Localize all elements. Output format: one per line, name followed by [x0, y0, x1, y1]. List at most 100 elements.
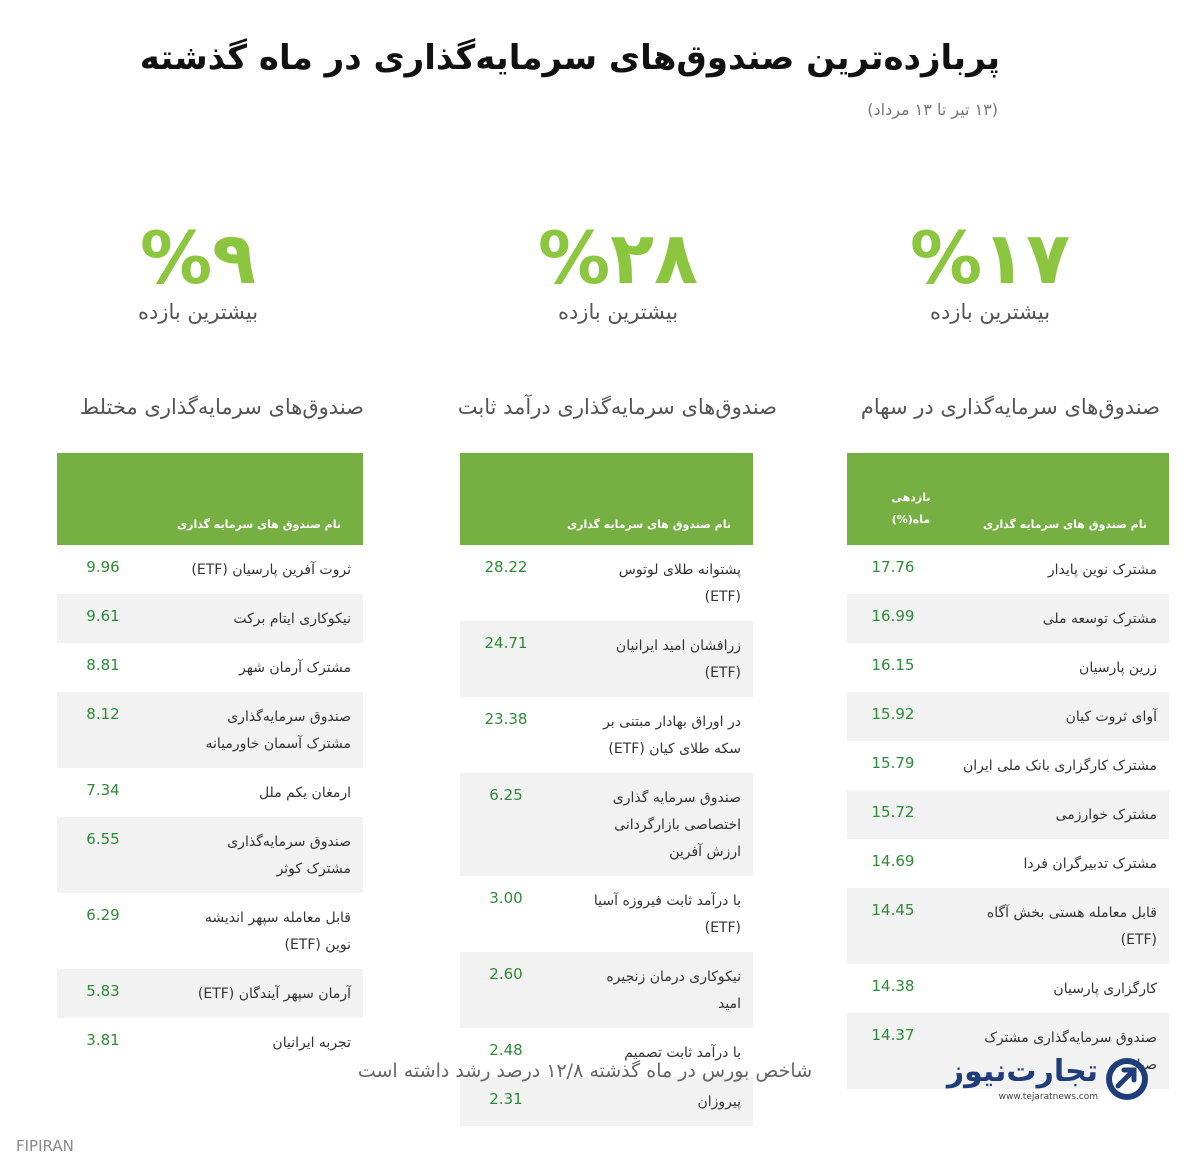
fund-return: 14.37 — [871, 1026, 915, 1044]
stat-label: بیشترین بازده — [557, 300, 679, 324]
fund-name: مشترک توسعه ملی — [1042, 611, 1157, 627]
table-row: آرمان سپهر آیندگان (ETF) 5.83 — [57, 969, 363, 1018]
table-row: پیروزان 2.31 — [460, 1077, 753, 1126]
fund-return: 7.34 — [86, 781, 120, 799]
fund-return: 9.61 — [86, 607, 120, 625]
fund-name: در اوراق بهادار مبتنی بر سکه طلای کیان (… — [603, 714, 741, 757]
table-row: نیکوکاری ایتام برکت 9.61 — [57, 594, 363, 643]
table-body: پشتوانه طلای لوتوس (ETF) 28.22 زرافشان ام… — [460, 545, 753, 1126]
table-row: مشترک توسعه ملی 16.99 — [847, 594, 1169, 643]
fund-return: 9.96 — [86, 558, 120, 576]
table-header: نام صندوق های سرمایه گذاری — [57, 453, 363, 545]
fund-name: قابل معامله سپهر اندیشه نوین (ETF) — [204, 910, 351, 953]
table-row: مشترک کارگزاری بانک ملی ایران 15.79 — [847, 741, 1169, 790]
fund-name: زرین پارسیان — [1079, 660, 1157, 676]
table-body: مشترک نوین پایدار 17.76 مشترک توسعه ملی 16… — [847, 545, 1169, 1089]
table-row: قابل معامله سپهر اندیشه نوین (ETF) 6.29 — [57, 893, 363, 969]
stat-label: بیشترین بازده — [137, 300, 259, 324]
table-header: نام صندوق های سرمایه گذاری بازدهی ماه(%) — [847, 453, 1169, 545]
fund-name: صندوق سرمایه‌گذاری مشترک آسمان خاورمیانه — [205, 709, 351, 752]
logo-arrow-icon — [1104, 1056, 1150, 1106]
fund-name: تجربه ایرانیان — [272, 1035, 351, 1051]
logo-text: تجارت‌نیوز — [946, 1054, 1098, 1089]
table-row: صندوق سرمایه‌گذاری مشترک صبا 14.37 — [847, 1013, 1169, 1089]
fund-name: زرافشان امید ایرانیان (ETF) — [615, 638, 741, 681]
fund-name: صندوق سرمایه گذاری اختصاصی بازارگردانی ا… — [612, 790, 741, 860]
index-growth-note: شاخص بورس در ماه گذشته ۱۲/۸ درصد رشد داش… — [357, 1060, 813, 1082]
fund-name: نیکوکاری درمان زنجیره امید — [606, 969, 741, 1012]
fund-return: 14.69 — [871, 852, 915, 870]
fund-return: 16.99 — [871, 607, 915, 625]
fund-name: کارگزاری پارسیان — [1053, 981, 1157, 997]
table-row: صندوق سرمایه‌گذاری مشترک آسمان خاورمیانه… — [57, 692, 363, 768]
fund-name: مشترک تدبیرگران فردا — [1023, 856, 1157, 872]
table-row: ثروت آفرین پارسیان (ETF) 9.96 — [57, 545, 363, 594]
table-row: با درآمد ثابت تصمیم 2.48 — [460, 1028, 753, 1077]
fund-return: 15.72 — [871, 803, 915, 821]
table-row: کارگزاری پارسیان 14.38 — [847, 964, 1169, 1013]
fund-return: 17.76 — [871, 558, 915, 576]
source-label: FIPIRAN — [16, 1137, 74, 1155]
fund-name: صندوق سرمایه‌گذاری مشترک کوثر — [227, 834, 351, 877]
table-row: زرافشان امید ایرانیان (ETF) 24.71 — [460, 621, 753, 697]
table-row: در اوراق بهادار مبتنی بر سکه طلای کیان (… — [460, 697, 753, 773]
table-row: مشترک تدبیرگران فردا 14.69 — [847, 839, 1169, 888]
fund-return: 5.83 — [86, 982, 120, 1000]
header-fund-name: نام صندوق های سرمایه گذاری — [567, 518, 731, 531]
fund-return: 3.81 — [86, 1031, 120, 1049]
table-row: زرین پارسیان 16.15 — [847, 643, 1169, 692]
table-row: مشترک نوین پایدار 17.76 — [847, 545, 1169, 594]
fund-return: 2.60 — [489, 965, 523, 983]
tejaratnews-logo: تجارت‌نیوز www.tejaratnews.com — [947, 1050, 1154, 1110]
fund-return: 15.92 — [871, 705, 915, 723]
fund-return: 28.22 — [484, 558, 528, 576]
fund-return: 8.12 — [86, 705, 120, 723]
fund-name: آرمان سپهر آیندگان (ETF) — [197, 986, 351, 1002]
fund-return: 6.55 — [86, 830, 120, 848]
mixed-funds-title: صندوق‌های سرمایه‌گذاری مختلط — [79, 395, 364, 419]
table-row: صندوق سرمایه‌گذاری مشترک کوثر 6.55 — [57, 817, 363, 893]
fund-return: 6.25 — [489, 786, 523, 804]
stock-funds-table: نام صندوق های سرمایه گذاری بازدهی ماه(%)… — [847, 453, 1169, 1089]
stat-fixed-income-funds: %۲۸ بیشترین بازده — [468, 218, 768, 324]
fund-name: مشترک کارگزاری بانک ملی ایران — [962, 758, 1157, 774]
fund-name: مشترک نوین پایدار — [1047, 562, 1157, 578]
fund-return: 23.38 — [484, 710, 528, 728]
fund-return: 8.81 — [86, 656, 120, 674]
stat-value: %۹ — [139, 216, 257, 300]
stat-stock-funds: %۱۷ بیشترین بازده — [840, 218, 1140, 324]
table-row: قابل معامله هستی بخش آگاه (ETF) 14.45 — [847, 888, 1169, 964]
fund-name: قابل معامله هستی بخش آگاه (ETF) — [986, 905, 1157, 948]
stat-value: %۲۸ — [537, 216, 699, 300]
fund-return: 6.29 — [86, 906, 120, 924]
fund-name: پیروزان — [697, 1094, 741, 1110]
fund-return: 24.71 — [484, 634, 528, 652]
fund-name: نیکوکاری ایتام برکت — [233, 611, 351, 627]
fund-name: با درآمد ثابت تصمیم — [624, 1045, 741, 1061]
fund-name: ارمغان یکم ملل — [258, 785, 351, 801]
mixed-funds-table: نام صندوق های سرمایه گذاری ثروت آفرین پا… — [57, 453, 363, 1067]
date-range-subtitle: (۱۳ تیر تا ۱۳ مرداد) — [867, 100, 998, 119]
table-row: پشتوانه طلای لوتوس (ETF) 28.22 — [460, 545, 753, 621]
page-title: پربازده‌ترین صندوق‌های سرمایه‌گذاری در م… — [139, 38, 1000, 78]
fund-name: آوای ثروت کیان — [1065, 709, 1157, 725]
table-row: تجربه ایرانیان 3.81 — [57, 1018, 363, 1067]
table-row: صندوق سرمایه گذاری اختصاصی بازارگردانی ا… — [460, 773, 753, 876]
fixed-income-funds-table: نام صندوق های سرمایه گذاری پشتوانه طلای … — [460, 453, 753, 1126]
fund-name: با درآمد ثابت فیروزه آسیا (ETF) — [593, 893, 741, 936]
table-row: نیکوکاری درمان زنجیره امید 2.60 — [460, 952, 753, 1028]
fund-return: 3.00 — [489, 889, 523, 907]
table-row: ارمغان یکم ملل 7.34 — [57, 768, 363, 817]
fund-return: 2.48 — [489, 1041, 523, 1059]
fixed-income-funds-title: صندوق‌های سرمایه‌گذاری درآمد ثابت — [457, 395, 777, 419]
table-row: آوای ثروت کیان 15.92 — [847, 692, 1169, 741]
fund-name: مشترک آرمان شهر — [239, 660, 351, 676]
fund-return: 16.15 — [871, 656, 915, 674]
fund-return: 14.38 — [871, 977, 915, 995]
logo-url: www.tejaratnews.com — [998, 1092, 1098, 1102]
stat-label: بیشترین بازده — [929, 300, 1051, 324]
stat-value: %۱۷ — [909, 216, 1071, 300]
fund-return: 14.45 — [871, 901, 915, 919]
header-fund-name: نام صندوق های سرمایه گذاری — [983, 518, 1147, 531]
fund-name: پشتوانه طلای لوتوس (ETF) — [618, 562, 741, 605]
